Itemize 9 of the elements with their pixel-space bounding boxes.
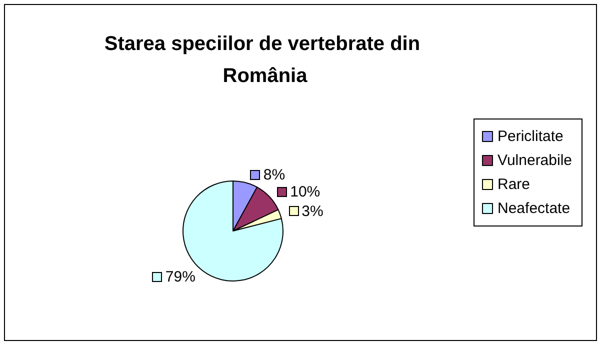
data-label: 79%	[165, 268, 196, 286]
legend-label: Vulnerabile	[498, 152, 572, 169]
data-label: 3%	[302, 202, 324, 220]
data-label: 10%	[290, 183, 320, 200]
legend-label: Periclitate	[498, 128, 564, 145]
legend-label: Rare	[498, 176, 530, 193]
legend-label: Neafectate	[498, 200, 570, 217]
chart-title: Starea speciilor de vertebrate din România	[104, 33, 426, 87]
data-label: 8%	[263, 166, 286, 184]
